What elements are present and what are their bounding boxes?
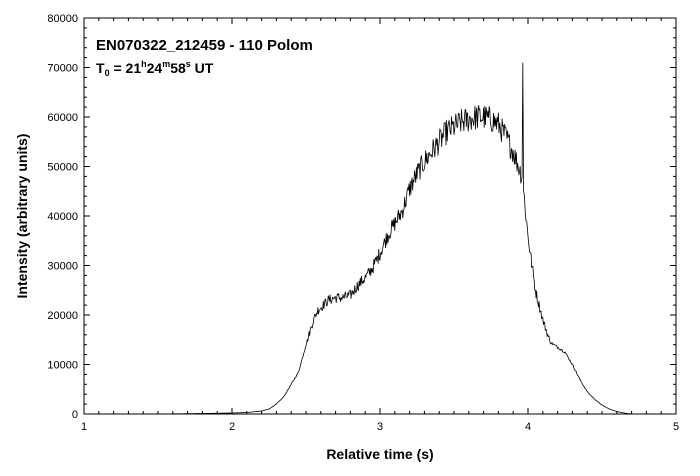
y-tick-label: 50000 xyxy=(47,162,78,174)
x-tick-label: 4 xyxy=(525,421,531,433)
x-tick-label: 1 xyxy=(81,421,87,433)
y-tick-label: 0 xyxy=(72,409,78,421)
series-line xyxy=(84,62,632,415)
y-tick-label: 30000 xyxy=(47,261,78,273)
chart-subtitle: T0 = 21h24m58s UT xyxy=(96,59,214,78)
y-tick-label: 10000 xyxy=(47,360,78,372)
plot-frame xyxy=(83,17,677,415)
y-axis-title: Intensity (arbitrary units) xyxy=(14,134,30,299)
x-tick-label: 2 xyxy=(229,421,235,433)
y-tick-label: 70000 xyxy=(47,63,78,75)
x-tick-label: 3 xyxy=(377,421,383,433)
y-tick-label: 40000 xyxy=(47,211,78,223)
y-tick-label: 80000 xyxy=(47,13,78,25)
y-tick-label: 20000 xyxy=(47,310,78,322)
y-tick-label: 60000 xyxy=(47,112,78,124)
x-axis-ticks: 1 2 3 4 5 xyxy=(81,18,679,433)
x-axis-title: Relative time (s) xyxy=(326,446,433,462)
series-layer xyxy=(84,62,632,415)
x-tick-label: 5 xyxy=(673,421,679,433)
chart-title: EN070322_212459 - 110 Polom xyxy=(96,37,313,54)
y-axis-ticks: 0 10000 20000 30000 40000 50000 60000 70000 8000… xyxy=(47,13,676,421)
